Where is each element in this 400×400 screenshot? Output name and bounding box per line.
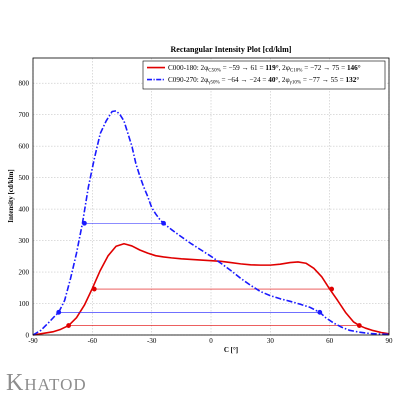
legend-entry-1-text-part: 146° [347,64,361,72]
series-1-marker [329,286,335,292]
logo-initial: K [6,370,25,396]
y-tick-label: 600 [19,143,30,151]
logo-rest: HATOD [24,375,87,394]
x-tick-label: -60 [88,337,98,345]
y-tick-label: 500 [19,174,30,182]
y-tick-label: 400 [19,205,30,213]
series-2-marker [82,220,87,226]
tick-labels: -90 -60 -30 0 30 60 90 0 100 200 300 400 500 600 700 80… [19,80,394,345]
legend-entry-1-text-part: = −59 → 61 = [221,64,266,72]
legend-entry-1-text-part: C000-180: 2φ [168,64,208,72]
series-1-marker [66,323,71,328]
x-tick-label: 0 [209,337,213,345]
x-tick-label: -90 [28,337,38,345]
x-tick-label: 30 [267,337,275,345]
series-1-marker [91,286,97,292]
y-tick-label: 100 [19,300,30,308]
series-2-marker [56,309,62,315]
legend-entry-2-text-part: γ10% [290,81,301,86]
chart-title: Rectangular Intensity Plot [cd/klm] [171,45,292,54]
y-tick-label: 800 [19,80,30,88]
series-2-marker [161,220,166,226]
y-tick-label: 0 [26,331,30,339]
x-tick-label: -30 [147,337,157,345]
legend-entry-2-text-part: = −64 → −24 = [220,76,269,84]
legend: C000-180: 2φC50% = −59 → 61 = 119°, 2φC1… [142,60,386,90]
legend-entry-1-text-part: , 2φ [279,64,290,72]
legend-entry-1-text-part: C10% [290,69,303,74]
legend-entry-1-text-part: 119° [265,64,278,72]
y-tick-label: 300 [19,237,30,245]
x-tick-label: 90 [386,337,394,345]
series-2-marker [317,309,323,315]
legend-entry-1-text-part: = −72 → 75 = [302,64,347,72]
legend-entry-1-label: C000-180: 2φC50% = −59 → 61 = 119°, 2φC1… [168,64,361,74]
y-axis-label: Intensity [cd/klm] [7,169,15,222]
legend-entry-2-label: C090-270: 2φγ50% = −64 → −24 = 40°, 2φγ1… [168,76,359,86]
series-1-marker [356,323,362,328]
legend-entry-2-text-part: = −77 → 55 = [301,76,346,84]
khatod-logo: KHATOD [6,370,87,397]
legend-entry-2-text-part: γ50% [208,81,219,86]
legend-entry-1-text-part: C50% [208,69,221,74]
plot-frame [32,57,390,336]
legend-entry-2-text-part: , 2φ [278,76,289,84]
x-axis-label: C [°] [224,346,238,354]
y-tick-label: 700 [19,111,30,119]
series-2-line [32,110,390,336]
legend-entry-2-text-part: 132° [346,76,360,84]
y-tick-label: 200 [19,268,30,276]
legend-entry-2-text-part: 40° [268,76,278,84]
series-curves [32,110,390,336]
legend-entry-2-text-part: C090-270: 2φ [168,76,208,84]
legend-box [142,60,386,90]
x-tick-label: 60 [326,337,334,345]
